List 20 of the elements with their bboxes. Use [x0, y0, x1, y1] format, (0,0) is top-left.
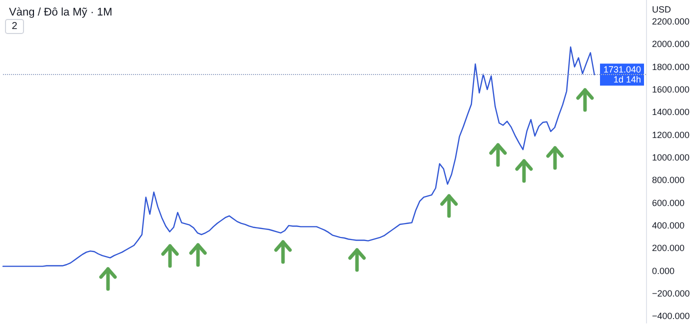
y-tick-label: 1600.000 — [652, 84, 690, 95]
y-tick-label: 1800.000 — [652, 62, 690, 72]
y-axis-title: USD — [652, 4, 672, 14]
annotation: 2 — [12, 21, 18, 32]
y-tick-label: 600.000 — [652, 198, 685, 208]
y-tick-label: 800.000 — [652, 175, 685, 186]
y-tick-label: 0.000 — [652, 266, 675, 276]
y-tick-label: −400.000 — [652, 311, 690, 322]
annotation: 1d 14h — [613, 74, 641, 85]
y-tick-label: 1400.000 — [652, 107, 690, 118]
y-tick-label: 1200.000 — [652, 130, 690, 140]
line-series — [2, 46, 595, 267]
y-tick-label: 2200.000 — [652, 16, 690, 27]
y-tick-label: 1000.000 — [652, 152, 690, 163]
y-tick-label: 200.000 — [652, 243, 685, 254]
y-tick-label: 2000.000 — [652, 39, 690, 50]
ref-line-label: 1731.040 — [603, 64, 641, 75]
y-tick-label: 400.000 — [652, 220, 685, 231]
y-tick-label: −200.000 — [652, 288, 690, 299]
text: Vàng / Đô la Mỹ · 1M — [9, 6, 112, 18]
